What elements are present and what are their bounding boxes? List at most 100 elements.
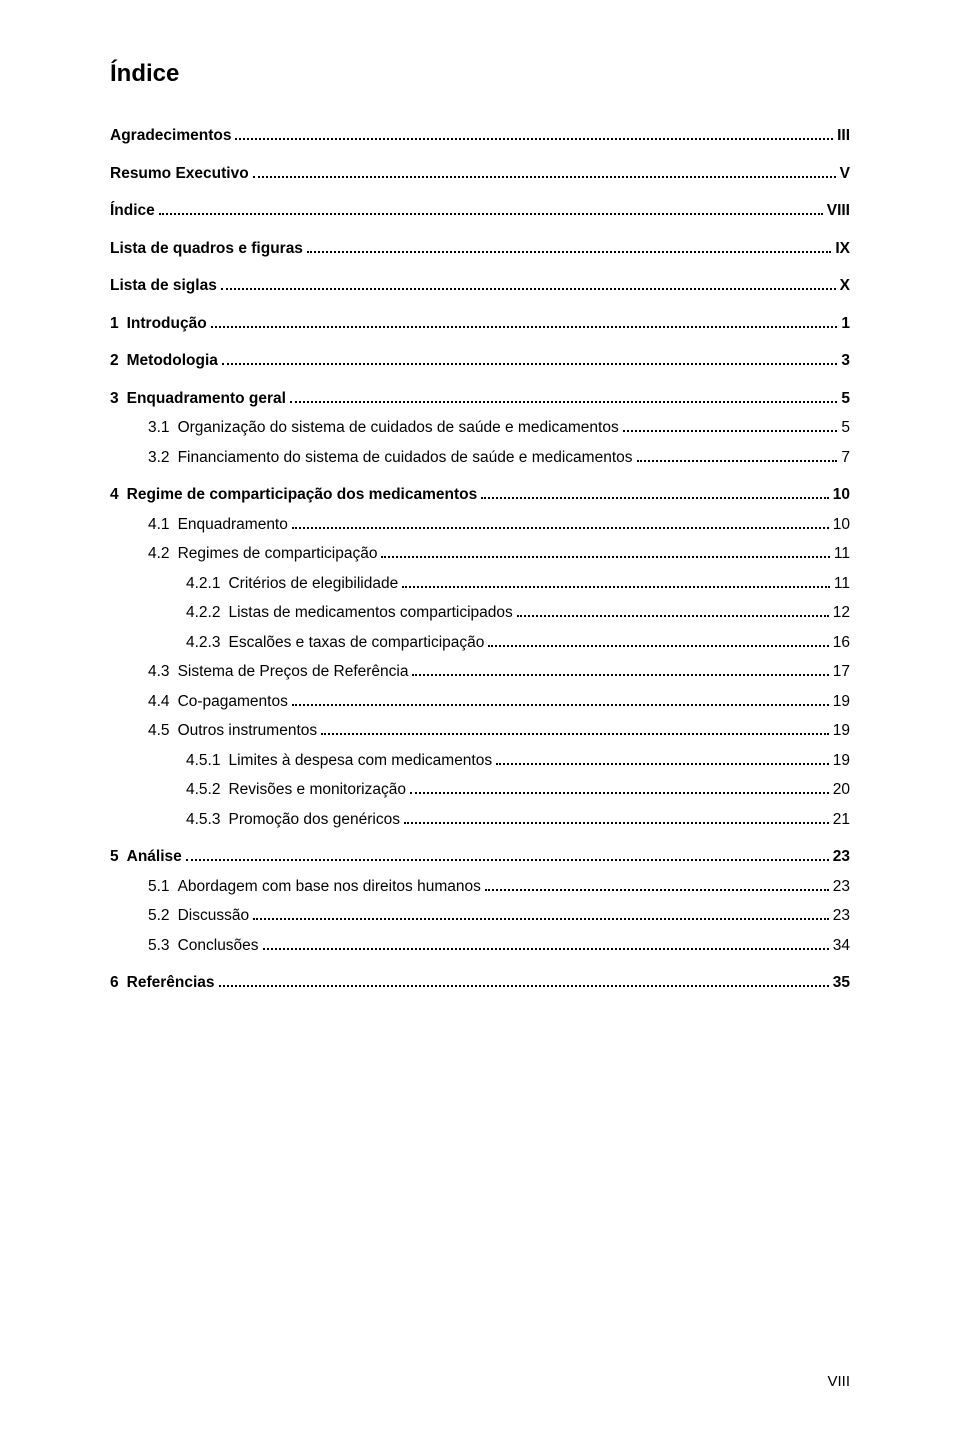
toc-entry-label: Agradecimentos: [110, 128, 231, 144]
toc-entry-number: 5: [110, 849, 127, 865]
toc-entry-label: Metodologia: [127, 353, 218, 369]
toc-entry: Lista de quadros e figurasIX: [110, 241, 850, 257]
toc-entry-page: 20: [833, 782, 850, 798]
toc-entry: Lista de siglas X: [110, 278, 850, 294]
toc-entry-page: 17: [833, 664, 850, 680]
toc-entry-page: X: [840, 278, 850, 294]
toc-dot-leader: [235, 138, 833, 140]
toc-entry: 2Metodologia 3: [110, 353, 850, 369]
toc-entry-page: 1: [841, 316, 850, 332]
toc-entry: Índice VIII: [110, 203, 850, 219]
toc-entry: Resumo ExecutivoV: [110, 166, 850, 182]
toc-entry: 5Análise 23: [110, 849, 850, 865]
toc-dot-leader: [623, 430, 838, 432]
toc-entry-label: Referências: [127, 975, 215, 991]
toc-entry-label: Lista de siglas: [110, 278, 217, 294]
toc-entry-label: Enquadramento geral: [127, 391, 286, 407]
toc-entry-label: Discussão: [178, 908, 250, 924]
toc-entry-number: 4.5.3: [110, 812, 228, 828]
toc-dot-leader: [485, 889, 829, 891]
toc-entry-label: Outros instrumentos: [178, 723, 318, 739]
toc-entry-page: 5: [841, 391, 850, 407]
toc-entry-page: 23: [833, 879, 850, 895]
toc-entry: 4.5Outros instrumentos19: [110, 723, 850, 739]
toc-entry-label: Enquadramento: [178, 517, 288, 533]
toc-entry-page: IX: [835, 241, 850, 257]
toc-dot-leader: [402, 586, 830, 588]
toc-entry: 4.2.1Critérios de elegibilidade11: [110, 576, 850, 592]
toc-entry-page: III: [837, 128, 850, 144]
toc-entry-page: 34: [833, 938, 850, 954]
toc-entry: 5.1Abordagem com base nos direitos human…: [110, 879, 850, 895]
toc-entry: 4.2Regimes de comparticipação11: [110, 546, 850, 562]
toc-entry: 5.3Conclusões34: [110, 938, 850, 954]
toc-entry-label: Listas de medicamentos comparticipados: [228, 605, 512, 621]
toc-entry: 4.4Co-pagamentos19: [110, 694, 850, 710]
toc-dot-leader: [263, 948, 829, 950]
toc-entry-page: 11: [834, 576, 850, 592]
toc-entry-page: 7: [841, 450, 850, 466]
toc-entry-label: Abordagem com base nos direitos humanos: [178, 879, 481, 895]
table-of-contents: Agradecimentos III Resumo ExecutivoV Índice…: [110, 128, 850, 991]
toc-dot-leader: [517, 615, 829, 617]
toc-dot-leader: [381, 556, 829, 558]
toc-entry-number: 4.2: [110, 546, 178, 562]
toc-entry-label: Escalões e taxas de comparticipação: [228, 635, 484, 651]
toc-entry: 6Referências35: [110, 975, 850, 991]
toc-entry: 4.3Sistema de Preços de Referência 17: [110, 664, 850, 680]
toc-entry-label: Análise: [127, 849, 182, 865]
toc-entry-number: 5.3: [110, 938, 178, 954]
toc-entry: 4Regime de comparticipação dos medicamen…: [110, 487, 850, 503]
toc-entry-page: V: [840, 166, 850, 182]
toc-entry-number: 4.2.3: [110, 635, 228, 651]
toc-dot-leader: [637, 460, 838, 462]
toc-entry-number: 3: [110, 391, 127, 407]
toc-dot-leader: [307, 251, 831, 253]
toc-dot-leader: [222, 363, 837, 365]
toc-entry-page: 10: [833, 487, 850, 503]
toc-entry-label: Promoção dos genéricos: [228, 812, 399, 828]
toc-entry: 3.2Financiamento do sistema de cuidados …: [110, 450, 850, 466]
toc-dot-leader: [253, 176, 836, 178]
toc-dot-leader: [159, 213, 823, 215]
toc-entry: 4.5.1Limites à despesa com medicamentos1…: [110, 753, 850, 769]
toc-entry-number: 4.5: [110, 723, 178, 739]
toc-dot-leader: [253, 918, 829, 920]
toc-entry-label: Índice: [110, 203, 155, 219]
toc-entry-number: 4.1: [110, 517, 178, 533]
toc-entry-label: Critérios de elegibilidade: [228, 576, 398, 592]
toc-entry-number: 5.2: [110, 908, 178, 924]
toc-dot-leader: [221, 288, 836, 290]
toc-entry-label: Limites à despesa com medicamentos: [228, 753, 492, 769]
toc-entry: 1Introdução1: [110, 316, 850, 332]
toc-dot-leader: [186, 859, 829, 861]
toc-dot-leader: [412, 674, 828, 676]
toc-entry-page: 10: [833, 517, 850, 533]
toc-dot-leader: [488, 645, 828, 647]
toc-entry-page: 19: [833, 694, 850, 710]
toc-entry-number: 4.3: [110, 664, 178, 680]
toc-entry-number: 5.1: [110, 879, 178, 895]
toc-entry-page: 23: [833, 908, 850, 924]
toc-entry: 4.1Enquadramento 10: [110, 517, 850, 533]
toc-entry: 4.5.3Promoção dos genéricos 21: [110, 812, 850, 828]
toc-entry-page: 23: [833, 849, 850, 865]
toc-entry-page: 21: [833, 812, 850, 828]
toc-entry-page: 16: [833, 635, 850, 651]
toc-dot-leader: [290, 401, 837, 403]
toc-dot-leader: [211, 326, 838, 328]
toc-entry-number: 4.4: [110, 694, 178, 710]
toc-dot-leader: [410, 792, 829, 794]
toc-entry-label: Sistema de Preços de Referência: [178, 664, 409, 680]
toc-dot-leader: [496, 763, 829, 765]
toc-entry-label: Organização do sistema de cuidados de sa…: [178, 420, 619, 436]
toc-entry-label: Introdução: [127, 316, 207, 332]
toc-entry-page: VIII: [827, 203, 850, 219]
toc-entry-number: 6: [110, 975, 127, 991]
toc-entry-number: 4.5.2: [110, 782, 228, 798]
toc-dot-leader: [292, 704, 829, 706]
toc-entry-number: 3.1: [110, 420, 178, 436]
page-number-footer: VIII: [827, 1373, 850, 1390]
toc-entry-page: 3: [841, 353, 850, 369]
toc-entry-number: 2: [110, 353, 127, 369]
